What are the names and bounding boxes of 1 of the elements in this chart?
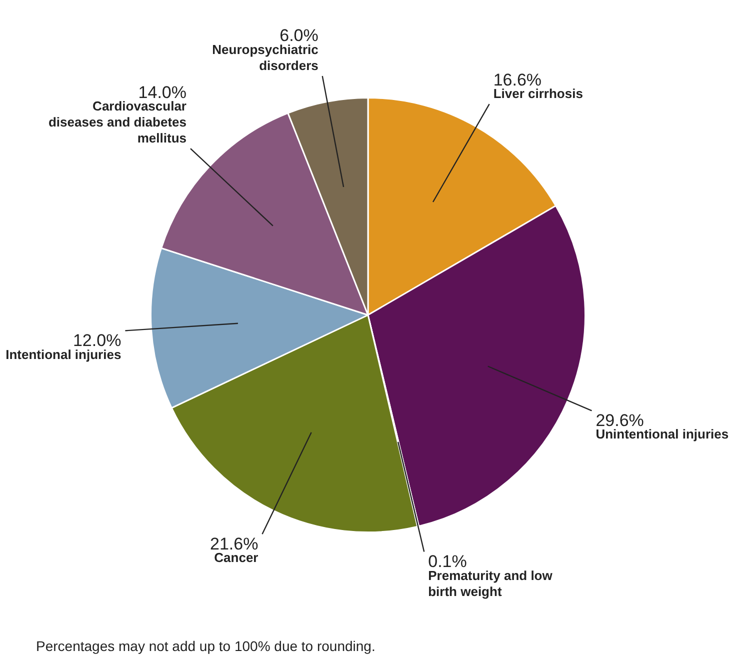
text: Percentages may not add up to 100% due to rounding. (36, 638, 376, 654)
